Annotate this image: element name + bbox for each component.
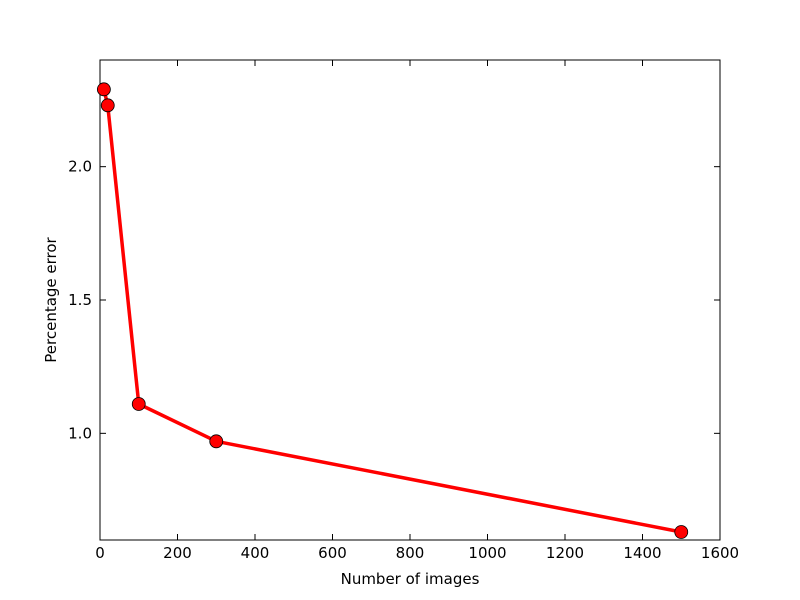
x-tick-label: 400 <box>241 544 270 562</box>
x-tick-label: 800 <box>396 544 425 562</box>
x-tick-label: 600 <box>318 544 347 562</box>
data-point <box>674 525 689 539</box>
x-tick-label: 0 <box>95 544 105 562</box>
x-tick-label: 1200 <box>546 544 584 562</box>
y-tick-label: 1.5 <box>68 291 92 309</box>
x-tick-label: 1600 <box>701 544 739 562</box>
x-tick-label: 1400 <box>623 544 661 562</box>
y-axis-label: Percentage error <box>42 236 60 362</box>
data-point <box>209 434 224 449</box>
y-tick-label: 2.0 <box>68 158 92 176</box>
x-tick-label: 1000 <box>468 544 506 562</box>
x-axis-label: Number of images <box>341 570 480 588</box>
x-tick-label: 200 <box>163 544 192 562</box>
data-point <box>100 98 115 113</box>
data-point <box>131 397 146 411</box>
y-tick-label: 1.0 <box>68 424 92 442</box>
data-point <box>96 82 111 97</box>
